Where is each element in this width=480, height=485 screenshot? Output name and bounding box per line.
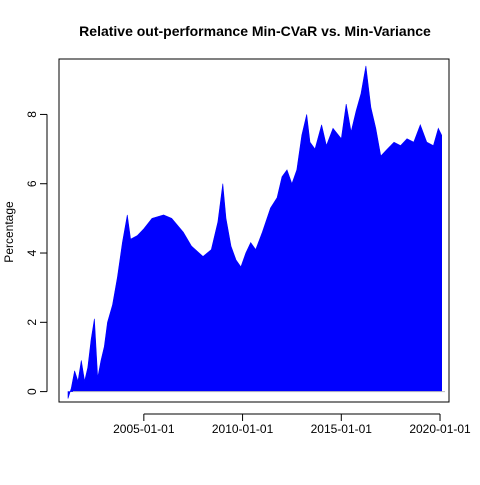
x-tick-label-2: 2015-01-01 [311, 422, 373, 436]
area-series-0 [67, 65, 442, 399]
x-axis: 2005-01-01 2010-01-01 2015-01-01 2020-01-01 [113, 413, 471, 436]
x-tick-label-0: 2005-01-01 [113, 422, 175, 436]
y-tick-label-4: 8 [25, 111, 39, 118]
area-layer [67, 65, 442, 399]
y-axis-label: Percentage [2, 201, 16, 263]
x-tick-label-3: 2020-01-01 [409, 422, 471, 436]
y-tick-label-3: 6 [25, 180, 39, 187]
y-tick-label-0: 0 [25, 388, 39, 395]
y-tick-label-1: 2 [25, 319, 39, 326]
x-tick-label-1: 2010-01-01 [212, 422, 274, 436]
y-tick-label-2: 4 [25, 249, 39, 256]
chart-title: Relative out-performance Min-CVaR vs. Mi… [79, 23, 431, 39]
plot-frame [58, 58, 450, 403]
y-axis: 0 2 4 6 8 [25, 111, 48, 395]
